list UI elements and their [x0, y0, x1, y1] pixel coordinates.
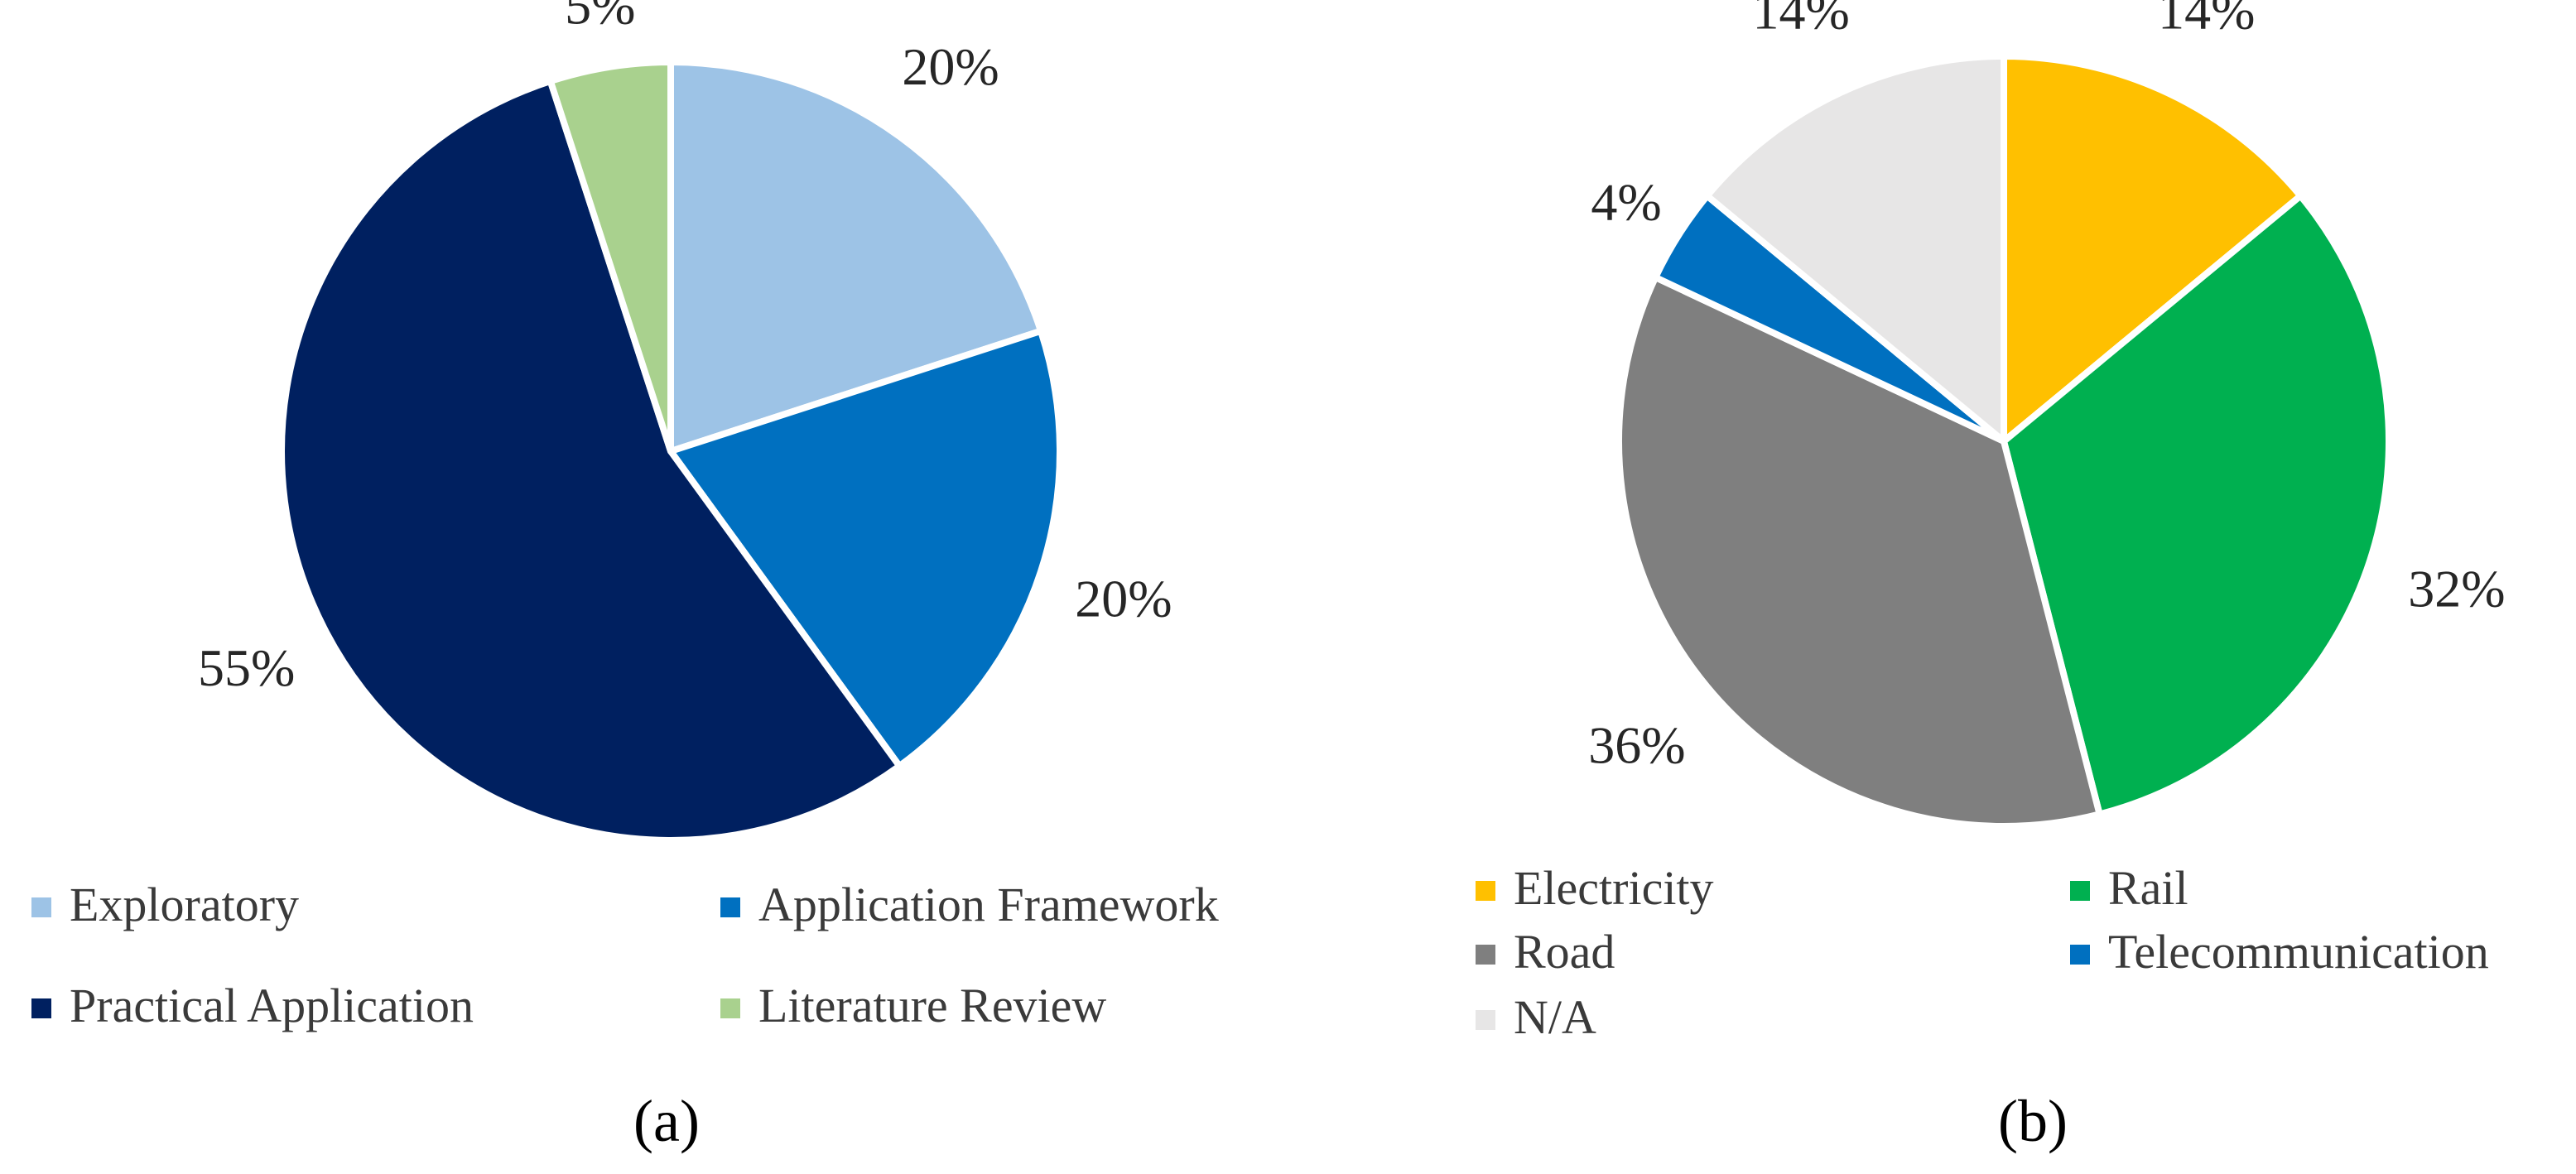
legend-swatch-b-rail — [2070, 881, 2090, 901]
data-label-a-application-framework: 20% — [1075, 570, 1172, 628]
panel-label-a: (a) — [633, 1088, 700, 1154]
legend-label-a-application-framework: Application Framework — [758, 878, 1219, 931]
data-label-b-telecommunication: 4% — [1591, 173, 1661, 232]
pie-slice-a-literature-review — [546, 59, 674, 455]
legend-swatch-a-practical-application — [31, 998, 51, 1018]
legend-b: Electricity Rail Road Telecommunication N/A — [1476, 861, 2489, 1044]
data-label-a-exploratory: 20% — [902, 37, 999, 96]
legend-label-b-road: Road — [1514, 925, 1615, 979]
legend-swatch-a-literature-review — [720, 998, 740, 1018]
legend-item-a-literature-review: Literature Review — [720, 979, 1106, 1032]
legend-item-b-telecommunication: Telecommunication — [2070, 925, 2489, 979]
legend-label-b-electricity: Electricity — [1514, 861, 1714, 915]
legend-swatch-a-application-framework — [720, 897, 740, 917]
legend-a: Exploratory Application Framework Practica… — [31, 878, 1219, 1032]
pie-slice-a-application-framework — [667, 327, 1063, 770]
data-label-b-rail: 32% — [2408, 560, 2505, 618]
pie-slice-a-practical-application — [278, 78, 903, 844]
legend-item-b-n-a: N/A — [1476, 990, 1596, 1044]
legend-item-b-road: Road — [1476, 925, 1615, 979]
legend-label-b-rail: Rail — [2108, 861, 2188, 915]
data-label-b-n-a: 14% — [1753, 0, 1850, 41]
legend-label-b-telecommunication: Telecommunication — [2108, 925, 2489, 979]
legend-label-b-n-a: N/A — [1514, 990, 1596, 1044]
legend-item-a-exploratory: Exploratory — [31, 878, 299, 931]
pie-chart-b: 14% 32% 36% 4% 14% — [1588, 0, 2506, 830]
legend-swatch-b-road — [1476, 945, 1495, 965]
pie-slice-a-exploratory — [667, 59, 1044, 455]
legend-swatch-b-electricity — [1476, 881, 1495, 901]
data-label-a-literature-review: 5% — [565, 0, 635, 36]
legend-label-a-practical-application: Practical Application — [70, 979, 474, 1032]
legend-item-b-electricity: Electricity — [1476, 861, 1714, 915]
legend-item-a-application-framework: Application Framework — [720, 878, 1219, 931]
panel-label-b: (b) — [1998, 1088, 2068, 1154]
pie-slice-b-n-a — [1703, 53, 2007, 445]
legend-swatch-b-n-a — [1476, 1010, 1495, 1030]
legend-item-a-practical-application: Practical Application — [31, 979, 474, 1032]
pie-slice-b-electricity — [2001, 53, 2304, 445]
data-label-a-practical-application: 55% — [198, 638, 295, 697]
pie-slice-b-rail — [2001, 192, 2392, 818]
pie-chart-a: 20% 20% 55% 5% — [198, 0, 1172, 844]
pie-slice-b-road — [1615, 274, 2103, 830]
data-label-b-road: 36% — [1588, 716, 1685, 775]
legend-label-a-literature-review: Literature Review — [758, 979, 1106, 1032]
legend-label-a-exploratory: Exploratory — [70, 878, 299, 931]
legend-swatch-b-telecommunication — [2070, 945, 2090, 965]
legend-item-b-rail: Rail — [2070, 861, 2188, 915]
legend-swatch-a-exploratory — [31, 897, 51, 917]
data-label-b-electricity: 14% — [2158, 0, 2255, 41]
